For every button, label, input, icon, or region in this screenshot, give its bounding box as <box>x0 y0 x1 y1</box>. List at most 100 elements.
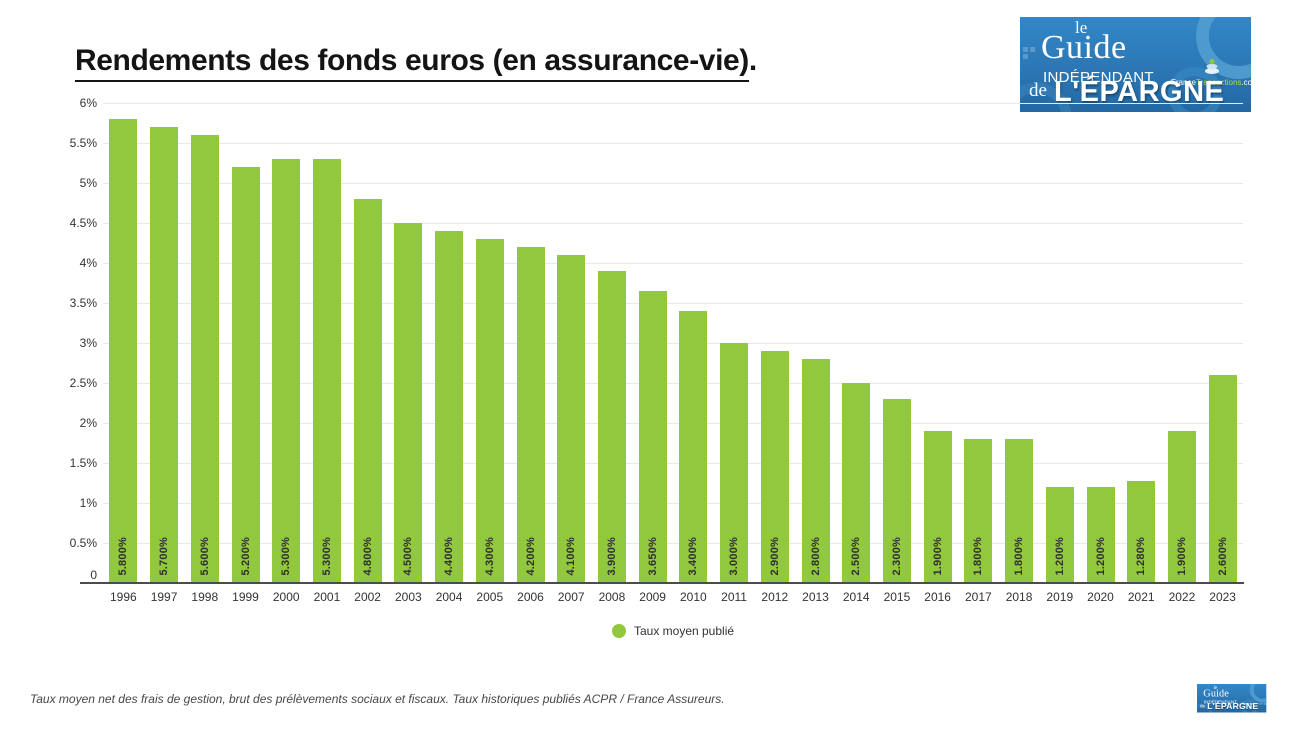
bar-1999[interactable]: 5.200% <box>231 167 260 583</box>
bar-1998[interactable]: 5.600% <box>190 135 219 583</box>
logo-text-le: le <box>1075 18 1088 37</box>
gridline <box>103 463 1243 464</box>
bar-2002[interactable]: 4.800% <box>353 199 382 583</box>
gridline <box>103 263 1243 264</box>
gridline <box>103 143 1243 144</box>
bar-2017[interactable]: 1.800% <box>964 439 993 583</box>
bar-2006[interactable]: 4.200% <box>516 247 545 583</box>
x-tick-label: 1996 <box>110 590 137 604</box>
bar-2016[interactable]: 1.900% <box>923 431 952 583</box>
logo-text-de: de <box>1029 80 1047 101</box>
x-tick-label: 2016 <box>924 590 951 604</box>
bar-value-label: 1.200% <box>1094 537 1107 576</box>
bar-2008[interactable]: 3.900% <box>597 271 626 583</box>
ring-decoration-icon <box>1197 703 1213 713</box>
ring-decoration-icon <box>1168 67 1222 112</box>
bar-2001[interactable]: 5.300% <box>312 159 341 583</box>
x-tick-label: 2011 <box>721 590 747 604</box>
y-tick-label: 0.5% <box>69 536 97 550</box>
bar-2004[interactable]: 4.400% <box>435 231 464 583</box>
logo-text-de: de <box>1199 702 1206 710</box>
gridline <box>103 103 1243 104</box>
x-tick-label: 2020 <box>1087 590 1114 604</box>
pebbles-icon <box>1205 58 1219 74</box>
bar-1996[interactable]: 5.800% <box>109 119 138 583</box>
bar-value-label: 4.200% <box>524 537 537 576</box>
chart-title: Rendements des fonds euros (en assurance… <box>75 44 757 82</box>
y-tick-label: 5% <box>79 176 97 190</box>
bar-value-label: 4.500% <box>402 537 415 576</box>
bar-value-label: 1.200% <box>1053 537 1066 576</box>
bar-value-label: 3.000% <box>728 537 741 576</box>
bar-2007[interactable]: 4.100% <box>557 255 586 583</box>
bar-2019[interactable]: 1.200% <box>1045 487 1074 583</box>
y-tick-label: 2% <box>79 416 97 430</box>
x-axis-line <box>80 582 1244 584</box>
bar-value-label: 5.300% <box>320 537 333 576</box>
x-tick-label: 2021 <box>1127 590 1155 604</box>
bar-2005[interactable]: 4.300% <box>475 239 504 583</box>
gridline <box>103 303 1243 304</box>
bar-value-label: 2.300% <box>890 537 903 576</box>
bar-value-label: 2.600% <box>1216 537 1229 576</box>
bar-value-label: 4.100% <box>565 537 578 576</box>
square-decoration <box>1023 54 1028 59</box>
bar-value-label: 5.200% <box>239 537 252 576</box>
x-tick-label: 2006 <box>517 590 544 604</box>
bar-value-label: 3.900% <box>605 537 618 576</box>
logo-text-epargne: L'ÉPARGNE <box>1207 701 1259 712</box>
x-tick-label: 2009 <box>639 590 666 604</box>
bar-2010[interactable]: 3.400% <box>679 311 708 583</box>
x-tick-label: 2017 <box>965 590 992 604</box>
x-tick-label: 2000 <box>272 590 300 604</box>
bar-value-label: 5.700% <box>158 537 171 576</box>
bar-value-label: 1.280% <box>1135 537 1148 576</box>
x-tick-label: 2002 <box>354 590 381 604</box>
bar-1997[interactable]: 5.700% <box>150 127 179 583</box>
x-tick-label: 1998 <box>191 590 219 604</box>
legend-marker-icon <box>611 624 626 638</box>
bar-value-label: 2.900% <box>768 537 781 576</box>
bar-value-label: 5.800% <box>117 537 130 576</box>
x-tick-label: 2005 <box>476 590 504 604</box>
y-tick-label: 0 <box>90 568 97 582</box>
bar-2018[interactable]: 1.800% <box>1005 439 1034 583</box>
bar-value-label: 4.800% <box>361 537 374 576</box>
bar-2003[interactable]: 4.500% <box>394 223 423 583</box>
bar-2000[interactable]: 5.300% <box>272 159 301 583</box>
bar-value-label: 4.300% <box>483 537 496 576</box>
bar-2020[interactable]: 1.200% <box>1086 487 1115 583</box>
ring-decoration-icon <box>1241 699 1258 713</box>
bar-2015[interactable]: 2.300% <box>882 399 911 583</box>
y-tick-label: 4% <box>79 256 97 270</box>
square-decoration <box>1030 47 1035 52</box>
bar-value-label: 5.600% <box>198 537 211 576</box>
legend[interactable]: Taux moyen publié <box>103 624 1243 638</box>
bar-value-label: 4.400% <box>443 537 456 576</box>
x-tick-label: 2015 <box>883 590 911 604</box>
bar-2013[interactable]: 2.800% <box>801 359 830 583</box>
bar-2022[interactable]: 1.900% <box>1167 431 1196 583</box>
logo-text-independant: INDÉPENDANT <box>1043 69 1154 86</box>
bar-2009[interactable]: 3.650% <box>638 291 667 583</box>
bar-value-label: 2.800% <box>809 537 822 576</box>
bar-2014[interactable]: 2.500% <box>842 383 871 583</box>
bar-value-label: 3.650% <box>646 537 659 576</box>
bar-2012[interactable]: 2.900% <box>760 351 789 583</box>
bar-2023[interactable]: 2.600% <box>1208 375 1237 583</box>
bar-2011[interactable]: 3.000% <box>720 343 749 583</box>
y-tick-label: 6% <box>79 96 97 110</box>
gridline <box>103 423 1243 424</box>
brand-logo-box: le Guide INDÉPENDANT FranceTransactions.… <box>1020 17 1251 112</box>
bar-2021[interactable]: 1.280% <box>1127 480 1156 583</box>
bar-value-label: 1.800% <box>972 537 985 576</box>
ring-decoration-icon <box>1249 684 1267 703</box>
y-tick-label: 3.5% <box>69 296 97 310</box>
x-tick-label: 2023 <box>1209 590 1236 604</box>
x-tick-label: 2019 <box>1046 590 1074 604</box>
logo-text-epargne: L'ÉPARGNE <box>1054 76 1225 108</box>
y-tick-label: 5.5% <box>69 136 97 150</box>
x-tick-label: 2001 <box>313 590 341 604</box>
x-tick-label: 2004 <box>435 590 463 604</box>
